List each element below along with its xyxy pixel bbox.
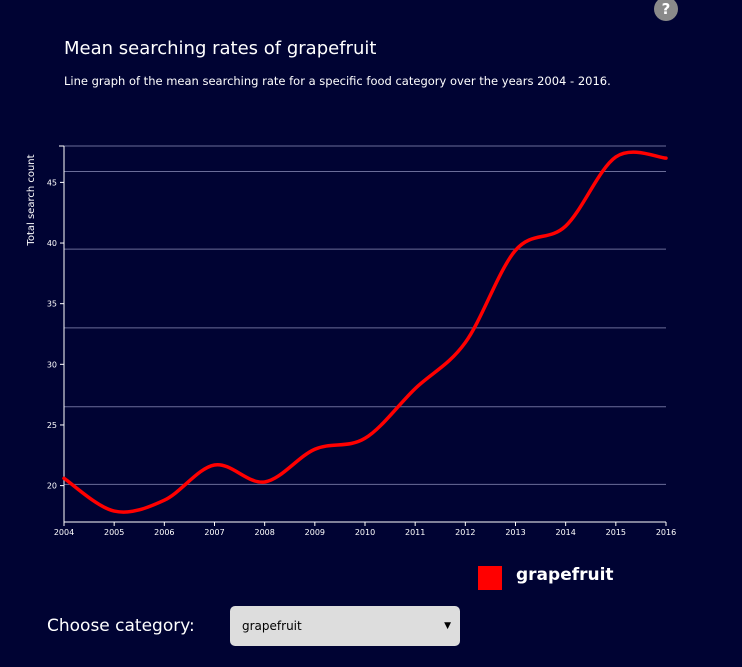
legend-swatch <box>478 566 502 590</box>
choose-category-label: Choose category: <box>47 616 195 636</box>
y-tick-label: 35 <box>47 300 57 309</box>
x-tick-label: 2014 <box>555 528 575 537</box>
category-select[interactable]: grapefruit ▼ <box>230 606 460 646</box>
category-select-value: grapefruit <box>242 619 302 633</box>
y-tick-label: 45 <box>47 178 57 187</box>
x-tick-label: 2004 <box>54 528 74 537</box>
chevron-down-icon: ▼ <box>444 621 451 631</box>
x-tick-label: 2005 <box>104 528 124 537</box>
x-tick-label: 2013 <box>505 528 525 537</box>
y-tick-label: 20 <box>47 482 57 491</box>
x-tick-label: 2012 <box>455 528 475 537</box>
chart-subtitle: Line graph of the mean searching rate fo… <box>64 74 611 88</box>
x-tick-label: 2006 <box>154 528 174 537</box>
legend-label: grapefruit <box>516 565 614 585</box>
x-tick-label: 2016 <box>656 528 676 537</box>
chart-title: Mean searching rates of grapefruit <box>64 38 377 59</box>
x-tick-label: 2007 <box>204 528 224 537</box>
x-tick-label: 2011 <box>405 528 425 537</box>
help-button[interactable]: ? <box>654 0 678 21</box>
y-tick-label: 25 <box>47 421 57 430</box>
x-tick-label: 2008 <box>254 528 274 537</box>
y-tick-label: 30 <box>47 360 57 369</box>
x-tick-label: 2009 <box>305 528 325 537</box>
x-tick-label: 2015 <box>606 528 626 537</box>
y-tick-label: 40 <box>47 239 57 248</box>
y-axis-label: Total search count <box>26 154 37 246</box>
series-line-grapefruit <box>62 150 668 514</box>
x-tick-label: 2010 <box>355 528 375 537</box>
